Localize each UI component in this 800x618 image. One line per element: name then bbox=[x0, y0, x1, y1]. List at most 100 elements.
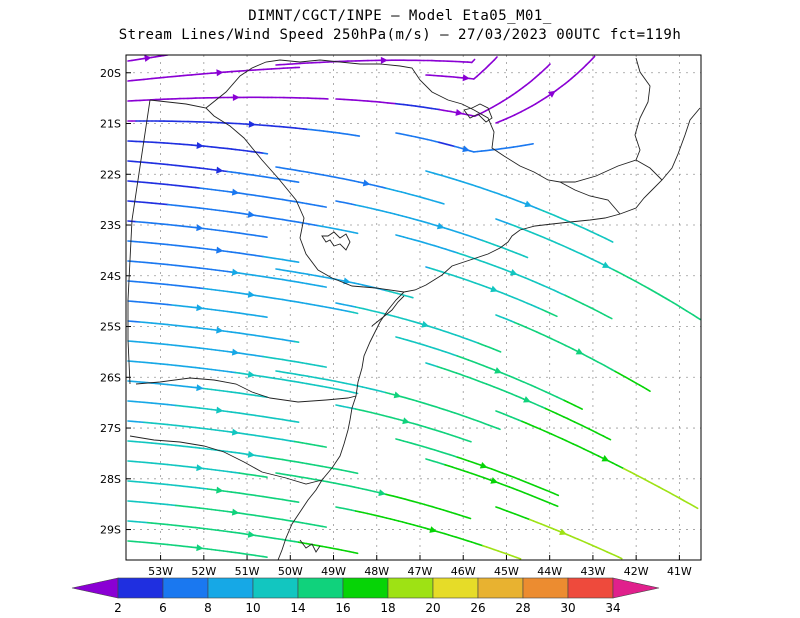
colorbar-label: 20 bbox=[425, 601, 440, 615]
streamline-segment bbox=[606, 437, 612, 441]
coastline bbox=[403, 107, 701, 293]
lat-label: 20S bbox=[100, 67, 121, 80]
streamline-segment bbox=[591, 55, 596, 61]
streamline-segment bbox=[321, 365, 328, 368]
streamline-segment bbox=[546, 63, 551, 68]
streamline-segment bbox=[354, 134, 361, 137]
streamlines bbox=[127, 55, 701, 560]
streamline-segment bbox=[352, 231, 359, 235]
streamline-segment bbox=[262, 235, 268, 238]
bay-feature bbox=[371, 295, 405, 327]
flow-arrow bbox=[216, 246, 224, 254]
streamline-segment bbox=[496, 349, 502, 353]
streamline-segment bbox=[439, 201, 445, 205]
state-border-pr bbox=[135, 377, 357, 403]
flow-arrow bbox=[196, 141, 204, 149]
state-border-sp-mg bbox=[205, 59, 341, 109]
longitude-labels: 53W 52W 51W 50W 49W 48W 47W 46W 45W 44W 43W 42W 41W bbox=[148, 565, 692, 578]
colorbar-cell bbox=[117, 577, 164, 599]
lat-label: 28S bbox=[100, 473, 121, 486]
streamline-segment bbox=[321, 285, 328, 288]
flow-arrow bbox=[231, 348, 240, 356]
lake-feature-2 bbox=[463, 103, 493, 123]
lat-label: 25S bbox=[100, 321, 121, 334]
flow-arrow bbox=[455, 109, 463, 116]
state-border-mg bbox=[339, 57, 651, 183]
flow-arrow bbox=[509, 268, 518, 276]
colorbar-label: 6 bbox=[159, 601, 167, 615]
streamline-segment bbox=[352, 391, 359, 395]
streamline-segment bbox=[352, 311, 359, 315]
streamline-segment bbox=[470, 58, 476, 64]
flow-arrow bbox=[602, 261, 610, 268]
colorbar-cell bbox=[387, 577, 434, 599]
lake-feature bbox=[321, 231, 351, 251]
colorbar-label: 30 bbox=[560, 601, 575, 615]
colorbar-cell bbox=[207, 577, 254, 599]
colorbar-label: 16 bbox=[335, 601, 350, 615]
flow-arrow bbox=[559, 528, 567, 536]
lat-lon-grid bbox=[126, 55, 701, 560]
flow-arrow bbox=[247, 290, 256, 298]
flow-arrow bbox=[402, 417, 410, 425]
streamline-segment bbox=[495, 427, 501, 431]
lagoon-feature bbox=[299, 539, 321, 553]
flow-arrow bbox=[421, 320, 430, 328]
streamline-segment bbox=[408, 295, 414, 299]
flow-arrow bbox=[343, 277, 351, 285]
flow-arrow bbox=[575, 348, 584, 355]
flow-arrow bbox=[462, 145, 470, 153]
lon-label: 46W bbox=[451, 565, 476, 578]
lat-label: 27S bbox=[100, 422, 121, 435]
lat-label: 23S bbox=[100, 219, 121, 232]
flow-arrow bbox=[216, 406, 224, 414]
colorbar-label: 26 bbox=[470, 601, 485, 615]
flow-arrow bbox=[524, 200, 533, 208]
streamline-segment bbox=[693, 505, 699, 510]
colorbar-cell bbox=[477, 577, 524, 599]
colorbar-label: 34 bbox=[605, 601, 620, 615]
colorbar-label: 10 bbox=[245, 601, 260, 615]
flow-arrow bbox=[429, 526, 437, 533]
colorbar-cell bbox=[162, 577, 209, 599]
streamline-segment bbox=[262, 315, 268, 319]
colorbar-cell bbox=[342, 577, 389, 599]
coastline-south bbox=[277, 291, 405, 560]
flow-arrow bbox=[216, 326, 224, 334]
state-border-rj bbox=[559, 181, 621, 215]
lon-label: 52W bbox=[191, 565, 216, 578]
colorbar-label: 28 bbox=[515, 601, 530, 615]
streamline-segment bbox=[262, 152, 269, 155]
flow-arrow bbox=[601, 455, 610, 462]
streamline-segment bbox=[262, 475, 268, 479]
flow-arrow bbox=[231, 508, 240, 516]
flow-arrow bbox=[494, 367, 502, 374]
flow-arrow bbox=[247, 530, 256, 538]
lon-label: 41W bbox=[667, 565, 692, 578]
streamline-segment bbox=[645, 388, 651, 393]
flow-arrow bbox=[196, 544, 204, 552]
colorbar-label: 2 bbox=[114, 601, 122, 615]
flow-arrow bbox=[248, 120, 256, 128]
colorbar-arrow-right bbox=[612, 577, 660, 599]
flow-arrow bbox=[196, 384, 204, 392]
streamline-segment bbox=[293, 420, 300, 424]
coastline-and-borders bbox=[127, 57, 701, 560]
flow-arrow bbox=[247, 370, 256, 378]
lon-label: 49W bbox=[321, 565, 346, 578]
streamline-segment bbox=[352, 551, 359, 555]
streamline-segment bbox=[553, 492, 560, 497]
lon-label: 44W bbox=[537, 565, 562, 578]
colorbar-label: 18 bbox=[380, 601, 395, 615]
lon-label: 50W bbox=[278, 565, 303, 578]
lat-label: 21S bbox=[100, 118, 121, 131]
streamline-segment bbox=[522, 255, 529, 259]
streamline-segment bbox=[293, 340, 300, 344]
flow-arrow bbox=[380, 56, 388, 64]
streamline-segment bbox=[608, 239, 614, 243]
flow-arrow bbox=[490, 285, 498, 293]
river-parana bbox=[127, 99, 151, 385]
streamline-segment bbox=[516, 556, 522, 560]
lat-label: 26S bbox=[100, 371, 121, 384]
